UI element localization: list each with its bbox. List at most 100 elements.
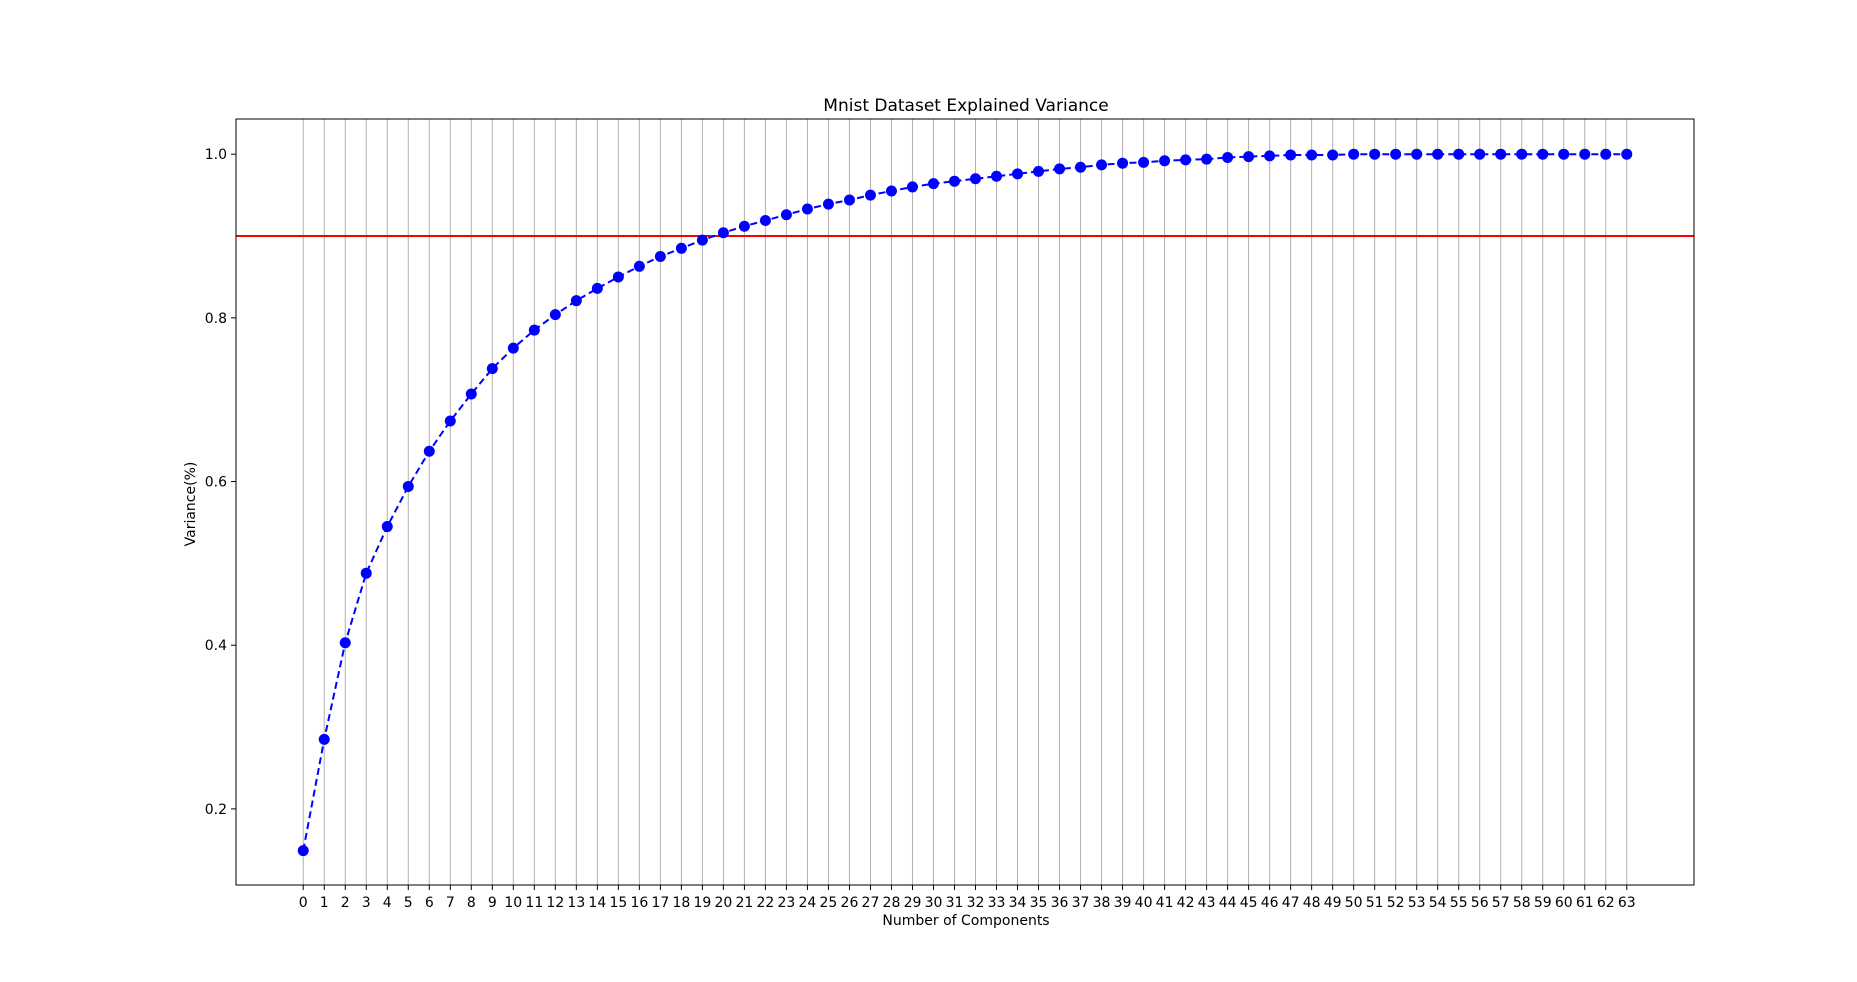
y-axis-label: Variance(%) [183,462,199,547]
data-point [1411,148,1423,160]
x-tick-label: 23 [778,895,796,911]
x-tick-label: 9 [488,895,497,911]
data-point [1075,161,1087,173]
data-point [1243,151,1255,163]
x-tick-label: 18 [672,895,690,911]
data-point [1558,148,1570,160]
y-tick-label: 0.8 [205,311,227,327]
data-point [738,220,750,232]
x-tick-label: 59 [1534,895,1552,911]
data-point [633,260,645,272]
y-tick-label: 0.4 [205,638,227,654]
data-point [1264,150,1276,162]
x-tick-label: 47 [1282,895,1300,911]
data-point [297,845,309,857]
data-point [696,234,708,246]
x-tick-label: 55 [1450,895,1468,911]
data-point [486,363,498,375]
x-tick-label: 32 [967,895,985,911]
x-tick-label: 36 [1051,895,1069,911]
x-tick-label: 38 [1093,895,1111,911]
data-point [1474,148,1486,160]
data-point [1096,159,1108,171]
x-tick-label: 43 [1198,895,1216,911]
data-point [1600,148,1612,160]
data-point [1495,148,1507,160]
x-tick-label: 7 [446,895,455,911]
x-tick-label: 12 [546,895,564,911]
data-point [1390,148,1402,160]
x-tick-label: 62 [1597,895,1615,911]
series-layer [297,148,1633,857]
plot-frame [235,118,1695,886]
x-tick-label: 2 [341,895,350,911]
x-tick-label: 17 [651,895,669,911]
x-tick-label: 0 [299,895,308,911]
data-point [1369,148,1381,160]
data-point [1432,148,1444,160]
data-point [1012,168,1024,180]
x-tick-label: 33 [988,895,1006,911]
x-tick-label: 35 [1030,895,1048,911]
grid-layer [302,119,1628,885]
x-tick-label: 28 [883,895,901,911]
data-point [381,521,393,533]
x-tick-label: 6 [425,895,434,911]
x-tick-label: 61 [1576,895,1594,911]
data-point [759,214,771,226]
x-tick-label: 26 [841,895,859,911]
data-point [1327,149,1339,161]
data-point [339,637,351,649]
data-point [465,388,477,400]
data-point [423,445,435,457]
x-tick-label: 48 [1303,895,1321,911]
data-point [507,342,519,354]
x-tick-label: 52 [1387,895,1405,911]
x-tick-label: 60 [1555,895,1573,911]
data-point [444,415,456,427]
data-point [1180,154,1192,166]
data-point [1033,165,1045,177]
data-point [991,170,1003,182]
x-tick-label: 29 [904,895,922,911]
data-point [780,209,792,221]
data-point [360,567,372,579]
x-tick-label: 51 [1366,895,1384,911]
data-point [612,271,624,283]
data-point [318,733,330,745]
x-tick-label: 22 [757,895,775,911]
data-point [1621,148,1633,160]
y-tick-label: 1.0 [205,147,227,163]
data-point [570,295,582,307]
data-point [1054,163,1066,175]
x-tick-label: 25 [820,895,838,911]
x-axis-label: Number of Components [882,913,1049,929]
data-point [1222,151,1234,163]
data-point [402,480,414,492]
data-point [528,324,540,336]
data-point [948,175,960,187]
x-tick-label: 40 [1135,895,1153,911]
x-tick-label: 53 [1408,895,1426,911]
x-tick-label: 13 [567,895,585,911]
x-tick-label: 20 [714,895,732,911]
x-tick-label: 42 [1177,895,1195,911]
data-point [549,309,561,321]
x-tick-label: 44 [1219,895,1237,911]
data-point [1537,148,1549,160]
x-tick-label: 56 [1471,895,1489,911]
x-tick-label: 1 [320,895,329,911]
data-point [1117,157,1129,169]
x-tick-label: 11 [525,895,543,911]
x-tick-label: 30 [925,895,943,911]
series-line [302,153,1627,851]
data-point [822,198,834,210]
x-tick-label: 15 [609,895,627,911]
data-point [927,178,939,190]
x-tick-label: 41 [1156,895,1174,911]
data-point [1159,155,1171,167]
data-point [1453,148,1465,160]
x-tick-label: 24 [799,895,817,911]
